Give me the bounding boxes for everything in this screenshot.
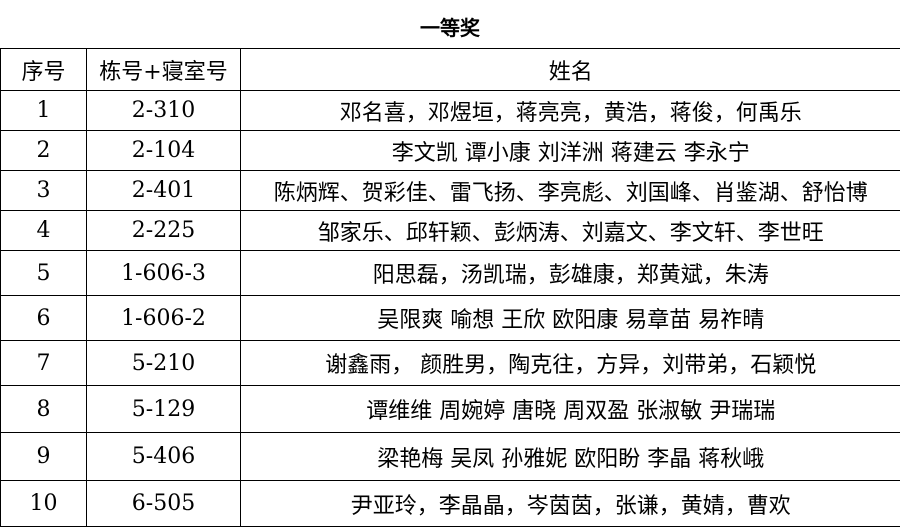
table-cell: 邹家乐、邱轩颖、彭炳涛、刘嘉文、李文轩、李世旺 (241, 211, 900, 251)
table-cell: 2-225 (87, 211, 241, 251)
table-cell: 李文凯 谭小康 刘洋洲 蒋建云 李永宁 (241, 131, 900, 171)
table-cell: 3 (1, 171, 87, 211)
table-cell: 9 (1, 433, 87, 481)
table-cell: 姓名 (241, 49, 900, 91)
table-cell: 栋号+寝室号 (87, 49, 241, 91)
table-cell: 5-406 (87, 433, 241, 481)
table-cell: 尹亚玲，李晶晶，岑茵茵，张谦，黄婧，曹欢 (241, 481, 900, 527)
table-cell: 6-505 (87, 481, 241, 527)
table-title: 一等奖 (0, 0, 900, 48)
table-cell: 梁艳梅 吴凤 孙雅妮 欧阳盼 李晶 蒋秋峨 (241, 433, 900, 481)
table-cell: 2-104 (87, 131, 241, 171)
table-cell: 2 (1, 131, 87, 171)
table-cell: 邓名喜，邓煜垣，蒋亮亮，黄浩，蒋俊，何禹乐 (241, 91, 900, 131)
table-cell: 1-606-3 (87, 251, 241, 296)
table-cell: 吴限爽 喻想 王欣 欧阳康 易章苗 易祚晴 (241, 296, 900, 341)
table-cell: 1-606-2 (87, 296, 241, 341)
table-cell: 陈炳辉、贺彩佳、雷飞扬、李亮彪、刘国峰、肖鉴湖、舒怡博 (241, 171, 900, 211)
table-cell: 8 (1, 386, 87, 433)
table-cell: 5-210 (87, 341, 241, 386)
table-cell: 序号 (1, 49, 87, 91)
table-cell: 阳思磊，汤凯瑞，彭雄康，郑黄斌，朱涛 (241, 251, 900, 296)
table-cell: 6 (1, 296, 87, 341)
table-cell: 2-401 (87, 171, 241, 211)
table-cell: 4 (1, 211, 87, 251)
table-cell: 10 (1, 481, 87, 527)
table-cell: 5 (1, 251, 87, 296)
table-cell: 谭维维 周婉婷 唐晓 周双盈 张淑敏 尹瑞瑞 (241, 386, 900, 433)
table-cell: 5-129 (87, 386, 241, 433)
table-cell: 1 (1, 91, 87, 131)
header-row: 序号栋号+寝室号姓名 (1, 49, 900, 91)
table-cell: 2-310 (87, 91, 241, 131)
table-cell: 谢鑫雨， 颜胜男，陶克往，方异，刘带弟，石颖悦 (241, 341, 900, 386)
table-cell: 7 (1, 341, 87, 386)
